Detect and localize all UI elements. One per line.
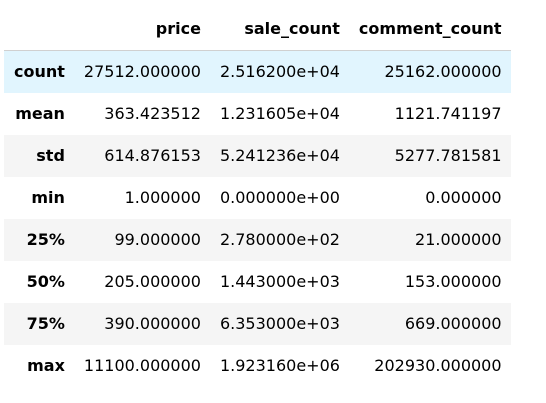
index-header (4, 8, 74, 51)
row-label: 25% (26, 230, 65, 249)
cell-price: 363.423512 (104, 104, 201, 123)
table-row: min 1.000000 0.000000e+00 0.000000 (4, 177, 511, 219)
column-header-comment-count: comment_count (348, 8, 511, 51)
table-row: std 614.876153 5.241236e+04 5277.781581 (4, 135, 511, 177)
cell-comment-count: 5277.781581 (394, 146, 502, 165)
cell-comment-count: 21.000000 (415, 230, 502, 249)
cell-comment-count: 25162.000000 (384, 62, 502, 81)
cell-sale-count: 2.516200e+04 (219, 62, 340, 81)
cell-sale-count: 1.231605e+04 (219, 104, 340, 123)
cell-comment-count: 669.000000 (404, 314, 502, 333)
table-row: 75% 390.000000 6.353000e+03 669.000000 (4, 303, 511, 345)
describe-table: price sale_count comment_count count 275… (4, 8, 511, 387)
cell-comment-count: 153.000000 (404, 272, 502, 291)
cell-price: 11100.000000 (83, 356, 201, 375)
cell-sale-count: 1.443000e+03 (219, 272, 340, 291)
table-body: count 27512.000000 2.516200e+04 25162.00… (4, 50, 511, 387)
column-header-sale-count: sale_count (209, 8, 349, 51)
cell-price: 390.000000 (104, 314, 201, 333)
cell-sale-count: 1.923160e+06 (219, 356, 340, 375)
table-row: mean 363.423512 1.231605e+04 1121.741197 (4, 93, 511, 135)
column-header-price: price (73, 8, 210, 51)
cell-comment-count: 0.000000 (425, 188, 502, 207)
cell-comment-count: 202930.000000 (374, 356, 502, 375)
cell-sale-count: 0.000000e+00 (219, 188, 340, 207)
header-row: price sale_count comment_count (4, 8, 511, 51)
table-header: price sale_count comment_count (4, 8, 511, 51)
row-label: std (36, 146, 65, 165)
row-label: min (31, 188, 65, 207)
cell-sale-count: 2.780000e+02 (219, 230, 340, 249)
row-label: 50% (26, 272, 65, 291)
cell-price: 1.000000 (124, 188, 201, 207)
cell-sale-count: 6.353000e+03 (219, 314, 340, 333)
cell-price: 614.876153 (104, 146, 201, 165)
cell-comment-count: 1121.741197 (394, 104, 502, 123)
table-row: 50% 205.000000 1.443000e+03 153.000000 (4, 261, 511, 303)
table-row: 25% 99.000000 2.780000e+02 21.000000 (4, 219, 511, 261)
cell-price: 27512.000000 (83, 62, 201, 81)
table-row: max 11100.000000 1.923160e+06 202930.000… (4, 345, 511, 387)
row-label: count (14, 62, 65, 81)
cell-sale-count: 5.241236e+04 (219, 146, 340, 165)
cell-price: 205.000000 (104, 272, 201, 291)
row-label: max (27, 356, 65, 375)
row-label: mean (15, 104, 65, 123)
cell-price: 99.000000 (114, 230, 201, 249)
row-label: 75% (26, 314, 65, 333)
table-row: count 27512.000000 2.516200e+04 25162.00… (4, 50, 511, 93)
